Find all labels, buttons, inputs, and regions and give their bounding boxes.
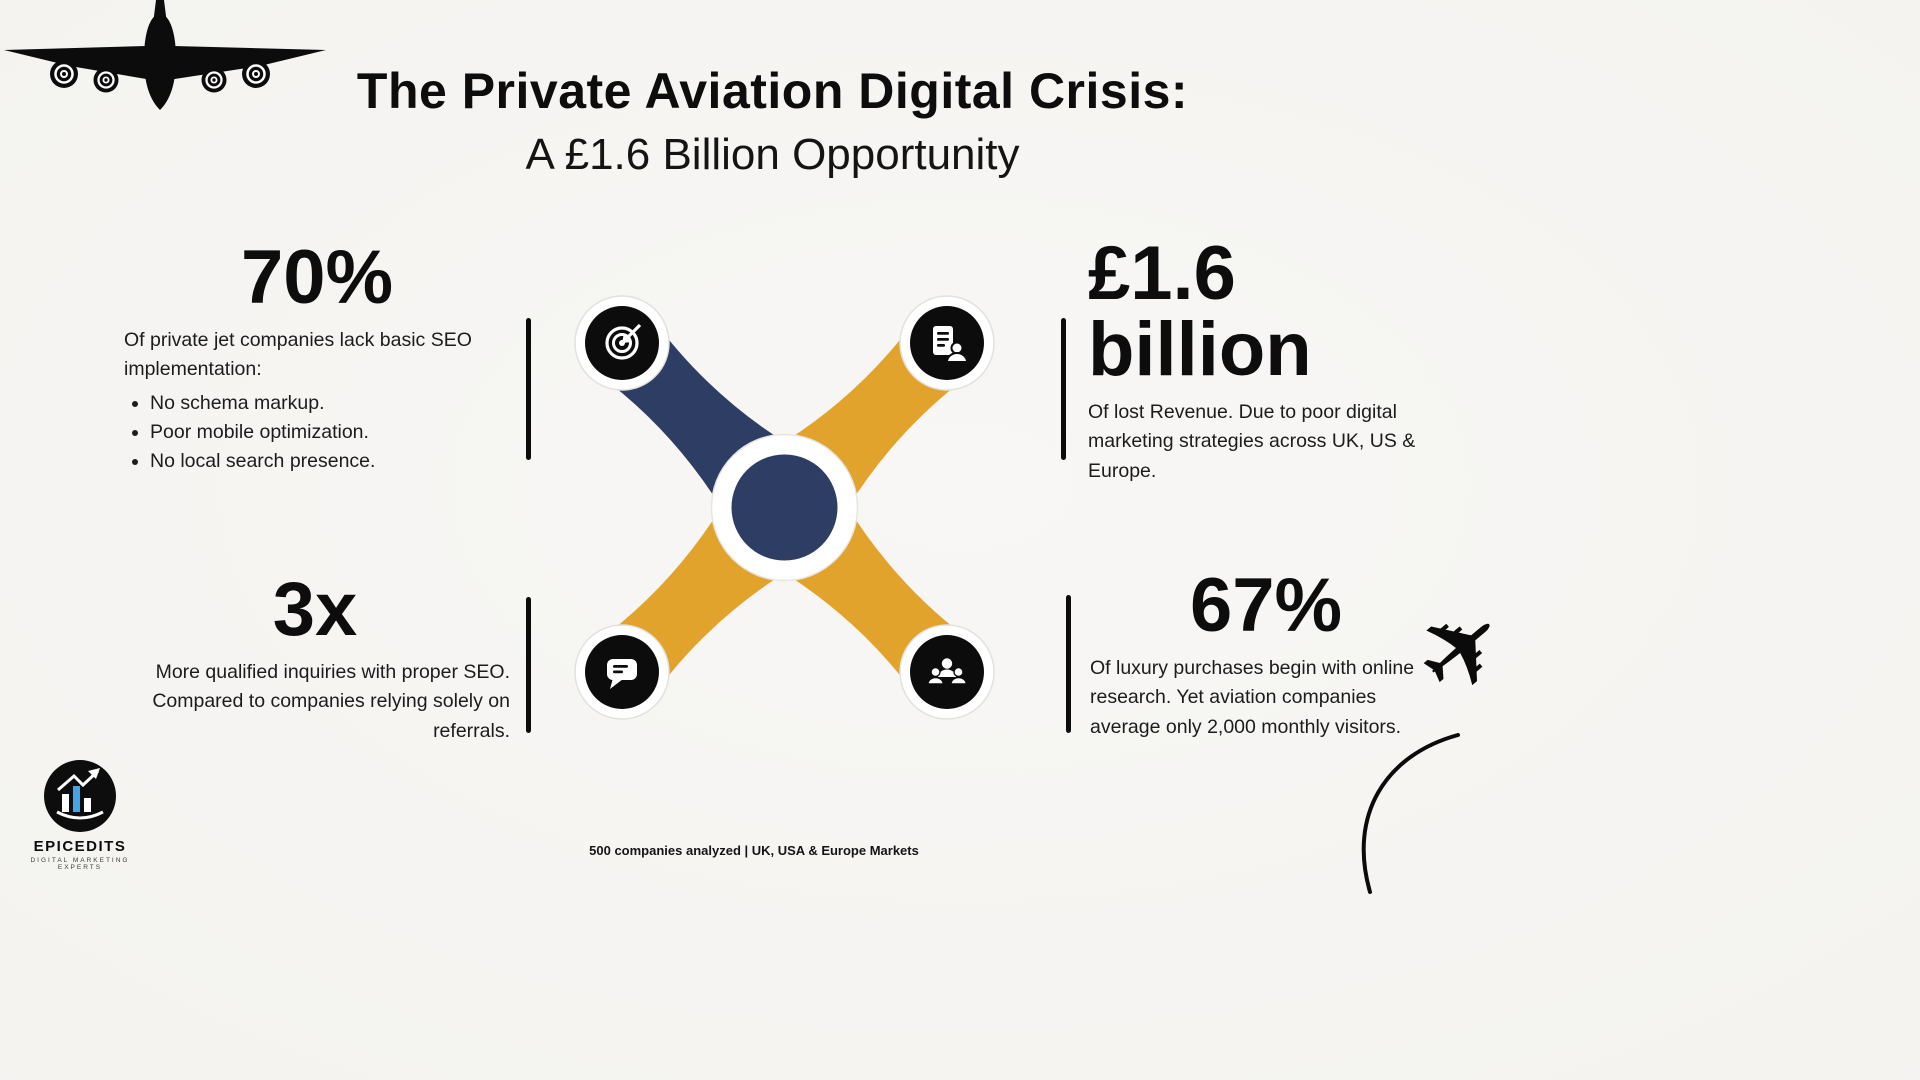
stat-revenue-value: £1.6 billion: [1088, 231, 1312, 392]
airplane-trail-icon: [1361, 733, 1460, 894]
stat-research: 67% Of luxury purchases begin with onlin…: [1090, 568, 1442, 742]
engine-icon: [50, 60, 78, 88]
stat-seo: 70% Of private jet companies lack basic …: [124, 240, 510, 476]
stat-revenue: £1.6 billion Of lost Revenue. Due to poo…: [1088, 236, 1440, 486]
team-icon: [899, 624, 995, 720]
bullet-item: Poor mobile optimization.: [150, 418, 510, 447]
brand-name: EPICEDITS: [33, 838, 127, 855]
stat-inquiries: 3x More qualified inquiries with proper …: [120, 572, 510, 746]
bar-chart-logo-icon: [44, 760, 116, 832]
footer-note: 500 companies analyzed | UK, USA & Europ…: [589, 843, 919, 858]
divider-bar: [1061, 318, 1066, 460]
divider-bar: [526, 597, 531, 733]
bullet-item: No local search presence.: [150, 447, 510, 476]
stat-research-value: 67%: [1189, 563, 1343, 648]
stat-seo-value: 70%: [240, 235, 394, 320]
x-diagram: [574, 295, 995, 720]
bullet-item: No schema markup.: [150, 389, 510, 418]
brand-logo: EPICEDITS DIGITAL MARKETING EXPERTS: [25, 758, 135, 871]
target-icon: [574, 295, 670, 391]
divider-bar: [526, 318, 531, 460]
divider-bar: [1066, 595, 1071, 733]
contact-report-icon: [899, 295, 995, 391]
engine-icon: [93, 67, 119, 93]
stat-seo-desc: Of private jet companies lack basic SEO …: [124, 329, 472, 381]
stat-revenue-desc: Of lost Revenue. Due to poor digital mar…: [1088, 401, 1416, 482]
chat-message-icon: [574, 624, 670, 720]
title-line-2: A £1.6 Billion Opportunity: [525, 130, 1020, 179]
stat-seo-bullets: No schema markup. Poor mobile optimizati…: [124, 389, 510, 477]
hub-circle: [731, 454, 838, 561]
page-title: The Private Aviation Digital Crisis: A £…: [0, 62, 1545, 180]
title-line-1: The Private Aviation Digital Crisis:: [356, 63, 1189, 119]
engine-icon: [201, 67, 227, 93]
engine-icon: [242, 60, 270, 88]
airplane-icon: [4, 0, 326, 110]
stat-inquiries-value: 3x: [272, 567, 358, 652]
stat-inquiries-desc: More qualified inquiries with proper SEO…: [152, 661, 510, 742]
brand-tagline: DIGITAL MARKETING EXPERTS: [30, 857, 130, 871]
stat-research-desc: Of luxury purchases begin with online re…: [1090, 657, 1415, 738]
